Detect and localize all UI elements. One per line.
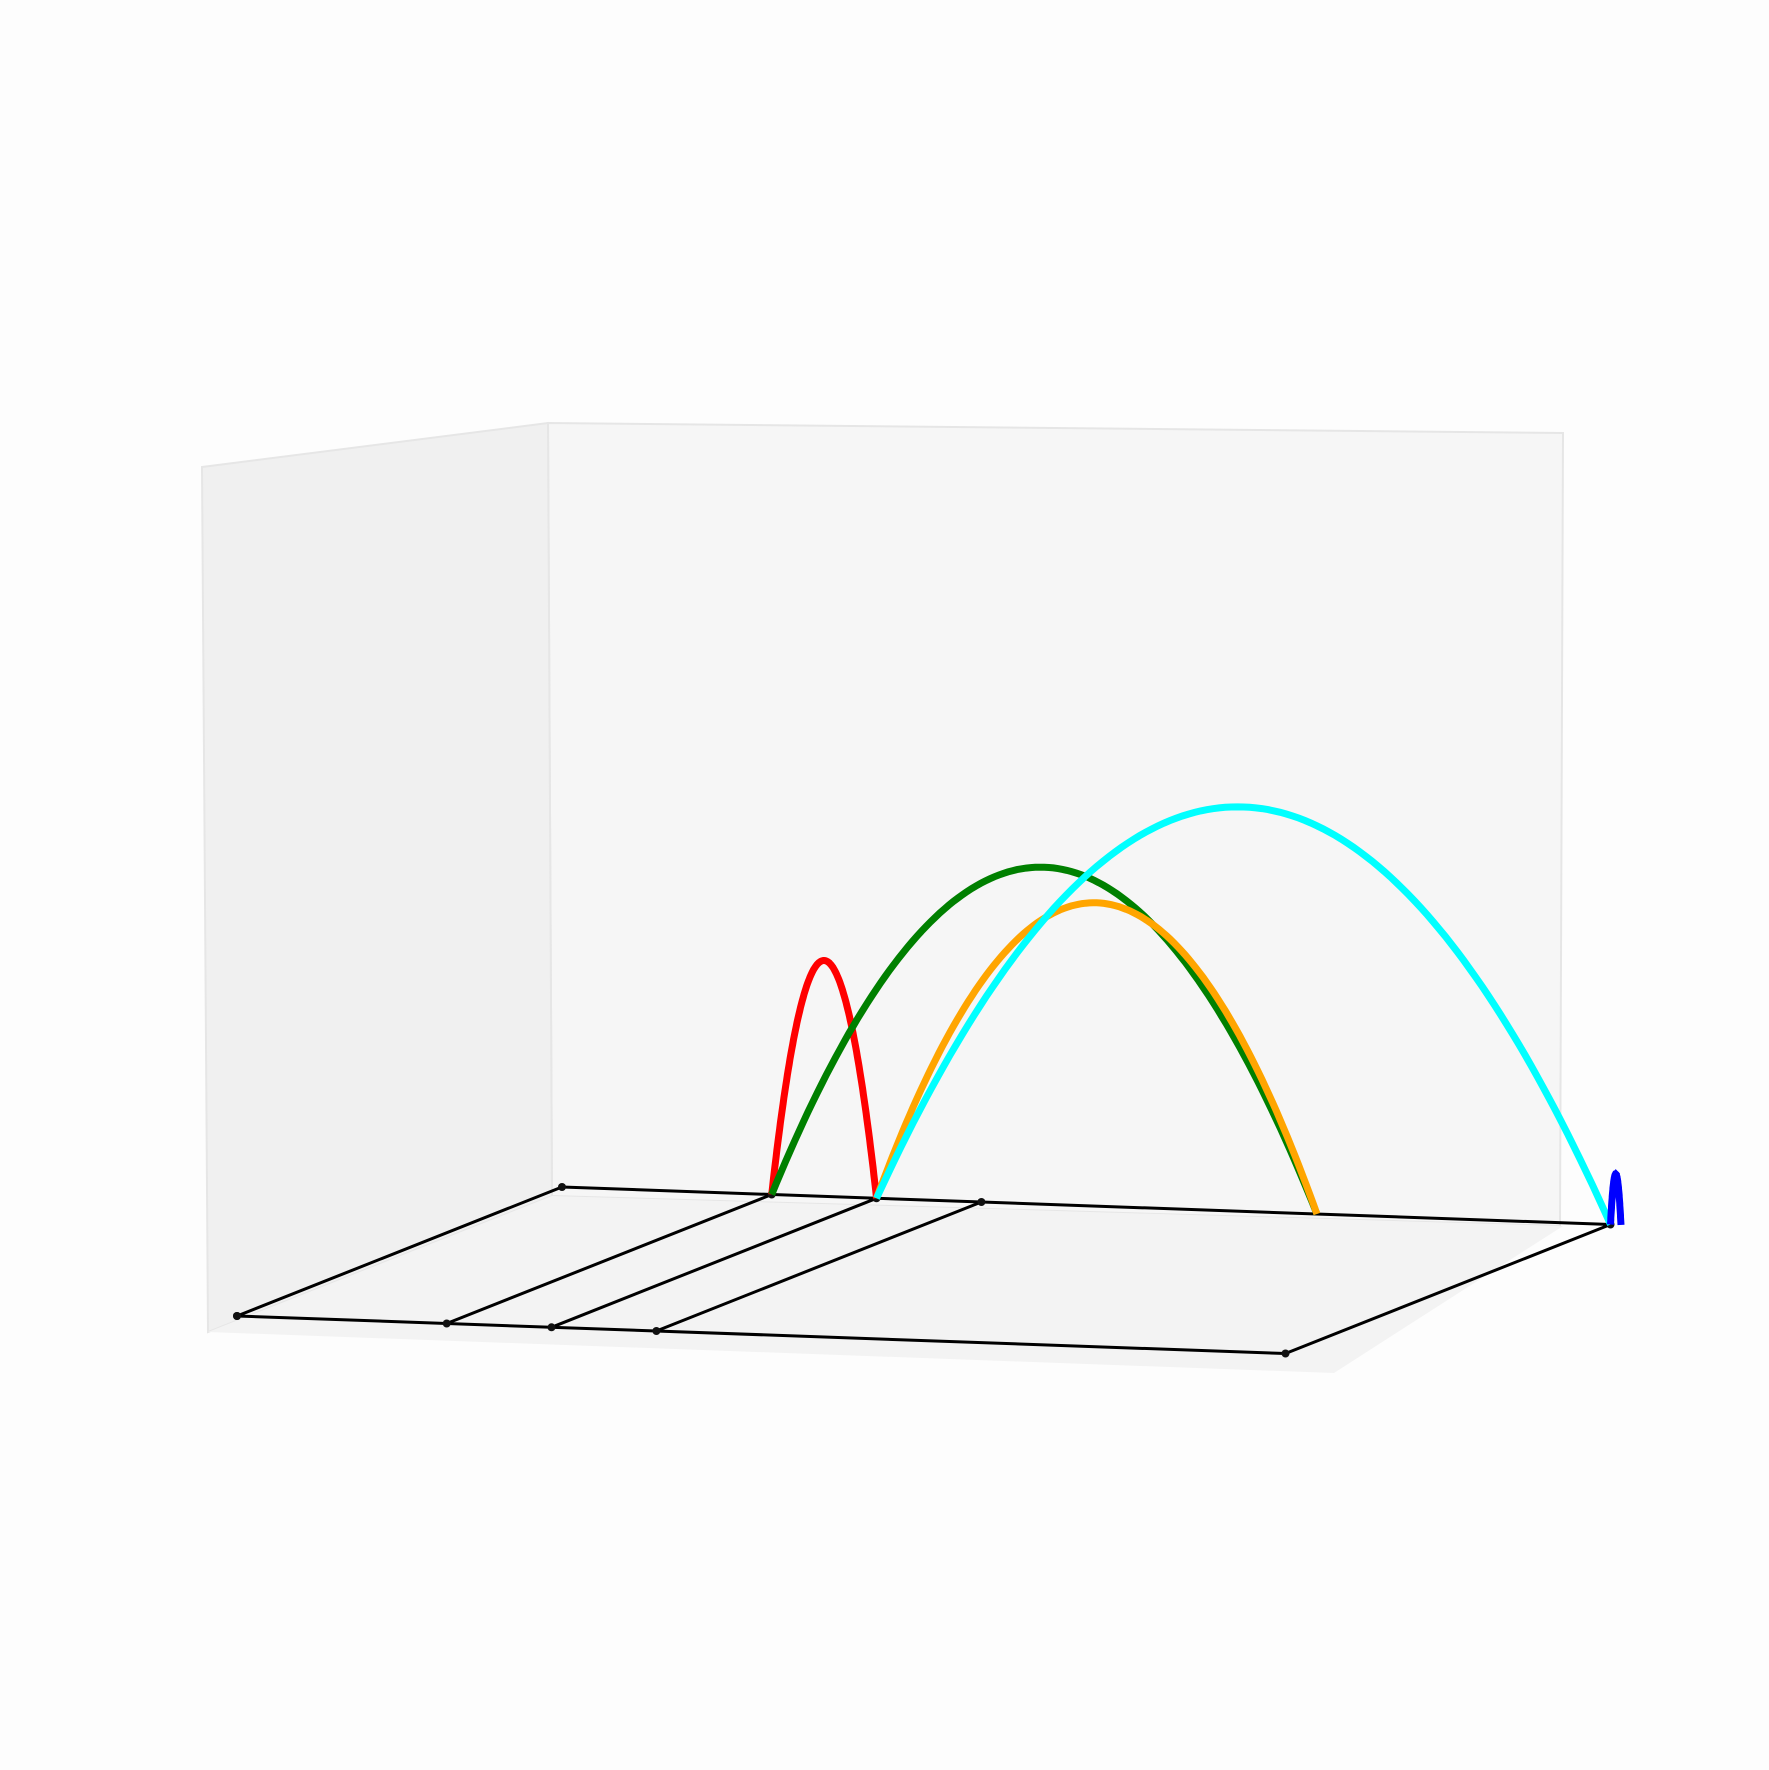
floor-vertex-1-0: [442, 1319, 451, 1328]
floor-vertex-0-4: [233, 1312, 241, 1320]
axes-panes: [200, 421, 1565, 1373]
floor-vertex-0-1: [1281, 1349, 1290, 1358]
back-pane: [546, 421, 1565, 1228]
series-line-0: [768, 957, 880, 1199]
left-pane: [200, 421, 554, 1334]
floor-segment-1: [446, 1193, 773, 1325]
series-line-1: [768, 863, 1321, 1216]
floor-vertex-0-3: [558, 1183, 566, 1191]
series-line-2: [873, 899, 1321, 1216]
series-line-4: [1607, 1169, 1625, 1226]
trajectory-curves: [768, 803, 1625, 1226]
floor-segment-3: [655, 1200, 982, 1333]
floor-vertex-2-0: [547, 1323, 556, 1332]
floor-pane: [208, 1196, 1563, 1373]
floor-segment-2: [550, 1196, 878, 1329]
floor-vertex-3-0: [652, 1327, 661, 1335]
series-line-3: [873, 803, 1614, 1226]
floor-vertex-3-1: [977, 1198, 986, 1206]
